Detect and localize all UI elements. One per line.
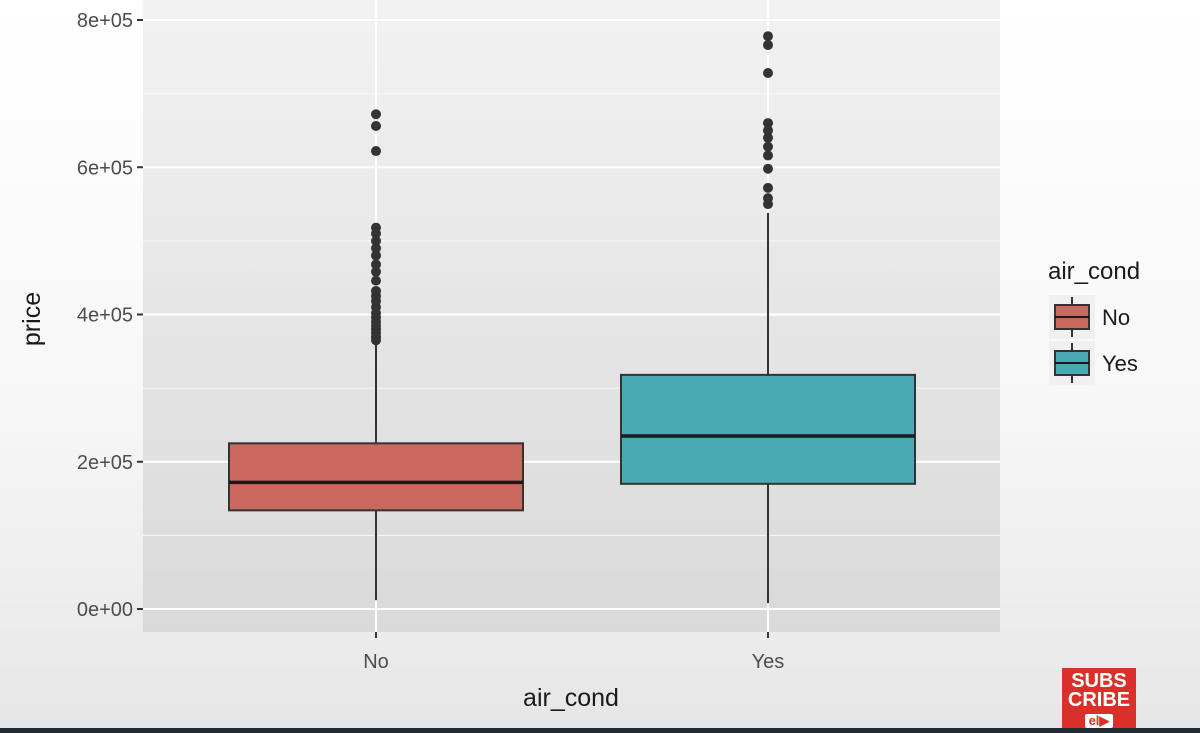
legend-entry-no: No (1049, 295, 1130, 339)
x-tick-label: No (363, 651, 389, 673)
outlier-point (763, 141, 773, 152)
outlier-point (371, 222, 381, 233)
legend-label: Yes (1102, 351, 1138, 376)
outlier-point (763, 31, 773, 42)
y-tick-label: 2e+05 (77, 452, 133, 474)
outlier-point (371, 146, 381, 157)
legend-label: No (1102, 305, 1130, 330)
box-iqr (228, 442, 524, 512)
legend-title: air_cond (1048, 258, 1140, 285)
subscribe-badge[interactable]: SUBS CRIBE el▶ (1062, 668, 1136, 733)
outlier-point (371, 243, 381, 254)
outlier-point (371, 250, 381, 261)
outlier-point (763, 40, 773, 51)
x-axis-title: air_cond (523, 684, 619, 712)
outlier-point (763, 68, 773, 79)
y-axis-ticks: 0e+00 2e+05 4e+05 6e+05 8e+05 (77, 10, 143, 621)
legend: air_cond No Yes (1048, 258, 1140, 385)
subscribe-text-line1: SUBS (1071, 670, 1127, 692)
y-axis-title: price (18, 292, 46, 346)
box-iqr (620, 373, 916, 485)
box-layer (228, 31, 916, 604)
x-tick-label: Yes (752, 651, 785, 673)
outlier-point (371, 285, 381, 296)
plot-panel (143, 0, 1000, 632)
outlier-point (763, 150, 773, 161)
subscribe-text-line2: CRIBE (1067, 689, 1131, 711)
y-tick-label: 0e+00 (77, 599, 133, 621)
outlier-point (371, 275, 381, 286)
box-yes (620, 31, 916, 604)
outlier-point (371, 266, 381, 277)
outlier-point (763, 118, 773, 129)
y-tick-label: 6e+05 (77, 157, 133, 179)
outlier-point (763, 182, 773, 193)
box-no (228, 109, 524, 601)
y-tick-label: 4e+05 (77, 305, 133, 327)
outlier-point (371, 259, 381, 270)
outlier-point (763, 132, 773, 143)
x-axis-ticks: No Yes (363, 632, 784, 673)
outlier-point (371, 235, 381, 246)
play-icon: el▶ (1084, 714, 1114, 728)
video-bottom-bar (0, 728, 1200, 733)
outlier-point (763, 193, 773, 204)
y-tick-label: 8e+05 (77, 10, 133, 32)
legend-entry-yes: Yes (1049, 341, 1138, 385)
outlier-point (371, 121, 381, 132)
outlier-point (763, 163, 773, 174)
outlier-point (371, 109, 381, 120)
outlier-point (763, 125, 773, 136)
